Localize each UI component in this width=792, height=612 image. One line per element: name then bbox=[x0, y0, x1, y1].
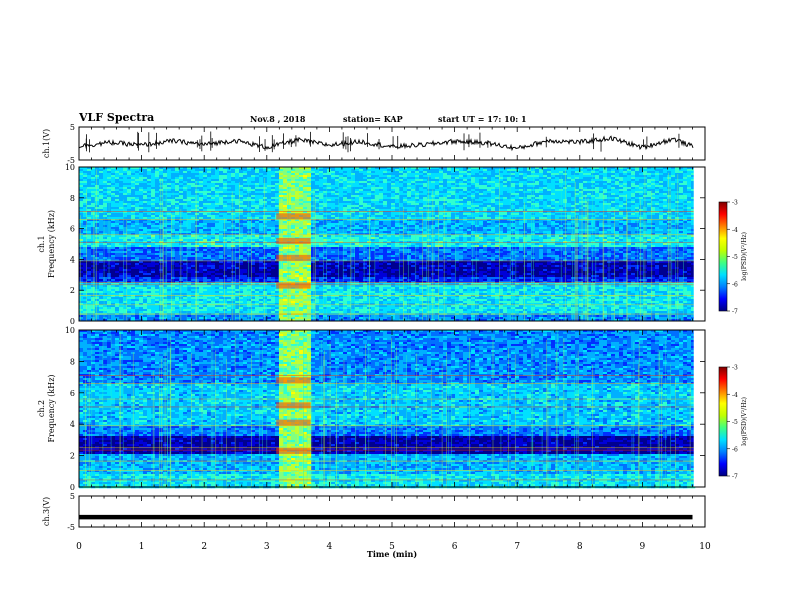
ch1-colorbar-label: log(PSD)(V²/Hz) bbox=[741, 232, 748, 281]
x-tick-label-10: 10 bbox=[699, 542, 711, 552]
ch2-colorbar-tick-1: -4 bbox=[732, 392, 738, 399]
ch3-waveform-axes: 5 -5 ch.3(V) bbox=[42, 492, 706, 532]
ch2-colorbar-label-group: log(PSD)(V²/Hz) bbox=[741, 397, 748, 446]
ch3-waveform-axes-ylabel-line-0: ch.3(V) bbox=[42, 497, 51, 526]
ch3-waveform-axes-ytick-1: -5 bbox=[67, 523, 75, 532]
ch2-spectrogram-axes: 0 2 4 6 8 10 ch.2 Frequency (kHz) bbox=[37, 326, 706, 492]
ch1-colorbar-tick-3: -6 bbox=[732, 281, 738, 288]
ch1-waveform-axes-ylabel: ch.1(V) bbox=[42, 129, 51, 158]
ch2-colorbar-bar bbox=[718, 366, 728, 477]
ch1-waveform-axes-ytick-1: -5 bbox=[67, 156, 75, 165]
ch2-spectrogram-axes-ytick-2: 4 bbox=[70, 420, 75, 429]
x-tick-label-7: 7 bbox=[514, 542, 520, 552]
ch3-waveform-axes-ytick-0: 5 bbox=[70, 492, 75, 501]
ch1-colorbar-tick-4: -7 bbox=[732, 309, 738, 316]
ch1-spectrogram-axes-ytick-0: 0 bbox=[70, 317, 75, 326]
ch3-waveform-axes-ylabel: ch.3(V) bbox=[42, 497, 51, 526]
plot-title: VLF Spectra bbox=[79, 111, 154, 124]
ch2-spectrogram-image bbox=[79, 330, 705, 489]
ch1-colorbar-tick-0: -3 bbox=[732, 200, 738, 207]
ch2-spectrogram-axes-ytick-1: 2 bbox=[70, 452, 75, 461]
ch2-colorbar: -3 -4 -5 -6 -7 log(PSD)(V²/Hz) bbox=[718, 365, 748, 481]
station-label: station= KAP bbox=[343, 114, 403, 124]
date-label: Nov.8 , 2018 bbox=[250, 114, 305, 124]
ch1-spectrogram-axes-ytick-4: 8 bbox=[70, 194, 75, 203]
ch1-spectrogram-axes-ytick-2: 4 bbox=[70, 255, 75, 264]
ch1-colorbar-tick-1: -4 bbox=[732, 227, 738, 234]
ch1-spectrogram-axes-ylabel: ch.1 Frequency (kHz) bbox=[37, 210, 56, 278]
ch2-colorbar-tick-2: -5 bbox=[732, 419, 738, 426]
ch2-spectrogram-axes-ytick-5: 10 bbox=[65, 326, 75, 335]
x-tick-label-9: 9 bbox=[640, 542, 646, 552]
ch1-colorbar-label-group: log(PSD)(V²/Hz) bbox=[741, 232, 748, 281]
ch1-spectrogram-axes-ytick-1: 2 bbox=[70, 286, 75, 295]
ch1-waveform-axes: 5 -5 ch.1(V) bbox=[42, 123, 706, 165]
x-tick-label-4: 4 bbox=[327, 542, 333, 552]
ch2-spectrogram-axes-ytick-0: 0 bbox=[70, 483, 75, 492]
ch1-colorbar: -3 -4 -5 -6 -7 log(PSD)(V²/Hz) bbox=[718, 200, 748, 316]
ch2-colorbar-label: log(PSD)(V²/Hz) bbox=[741, 397, 748, 446]
x-tick-label-5: 5 bbox=[389, 542, 395, 552]
ch1-spectrogram-axes-ytick-3: 6 bbox=[70, 225, 75, 234]
ch2-colorbar-tick-0: -3 bbox=[732, 365, 738, 372]
ch2-spectrogram-axes-ylabel: ch.2 Frequency (kHz) bbox=[37, 374, 56, 442]
ch1-spectrogram-axes: 0 2 4 6 8 10 ch.1 Frequency (kHz) bbox=[37, 163, 706, 326]
x-tick-label-8: 8 bbox=[577, 542, 583, 552]
x-tick-label-6: 6 bbox=[452, 542, 458, 552]
ch1-waveform-trace-line bbox=[78, 135, 694, 152]
ch2-colorbar-tick-3: -6 bbox=[732, 446, 738, 453]
x-tick-label-0: 0 bbox=[76, 542, 82, 552]
ch2-spectrogram-axes-ytick-4: 8 bbox=[70, 357, 75, 366]
ch2-spectrogram-axes-ylabel-line-0: ch.2 bbox=[37, 400, 46, 417]
ch2-spectrogram-axes-ytick-3: 6 bbox=[70, 389, 75, 398]
ch2-colorbar-tick-4: -7 bbox=[732, 474, 738, 481]
x-tick-label-1: 1 bbox=[139, 542, 145, 552]
ch1-spectrogram-axes-ylabel-line-0: ch.1 bbox=[37, 235, 46, 252]
x-axis-label: Time (min) bbox=[367, 549, 417, 559]
ch1-colorbar-bar bbox=[718, 201, 728, 312]
x-tick-label-3: 3 bbox=[264, 542, 270, 552]
ch1-waveform-axes-ylabel-line-0: ch.1(V) bbox=[42, 129, 51, 158]
ch1-spectrogram-axes-ytick-5: 10 bbox=[65, 163, 75, 172]
ch2-spectrogram-axes-ylabel-line-1: Frequency (kHz) bbox=[47, 374, 56, 442]
ch1-spectrogram-axes-ylabel-line-1: Frequency (kHz) bbox=[47, 210, 56, 278]
ch1-waveform-trace bbox=[78, 131, 694, 153]
ch1-colorbar-tick-2: -5 bbox=[732, 254, 738, 261]
ch1-spectrogram-image bbox=[79, 167, 705, 322]
start-time-label: start UT = 17: 10: 1 bbox=[438, 114, 527, 124]
x-tick-label-2: 2 bbox=[201, 542, 207, 552]
ch1-waveform-axes-ytick-0: 5 bbox=[70, 123, 75, 132]
